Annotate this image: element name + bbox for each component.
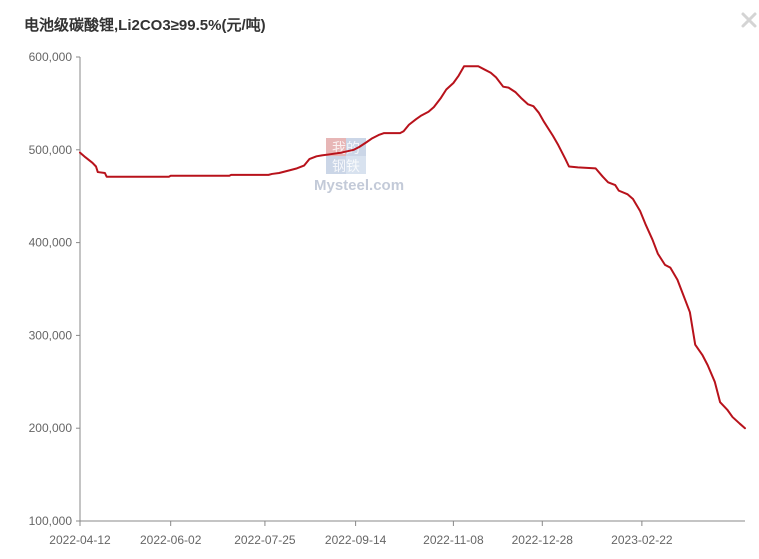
y-tick-label: 200,000 — [29, 421, 73, 435]
y-tick-label: 500,000 — [29, 143, 73, 157]
y-axis-ticks: 100,000 200,000 300,000 400,000 500,000 600,0… — [29, 50, 80, 528]
series-line — [79, 65, 746, 430]
y-tick-label: 400,000 — [29, 236, 73, 250]
x-tick-label: 2022-11-08 — [423, 533, 484, 547]
chart-title: 电池级碳酸锂,Li2CO3≥99.5%(元/吨) — [24, 17, 266, 34]
x-axis-ticks: 2022-04-12 2022-06-02 2022-07-25 2022-09-14… — [49, 521, 673, 547]
axes — [79, 57, 745, 522]
y-tick-label: 100,000 — [29, 514, 73, 528]
x-tick-label: 2022-07-25 — [234, 533, 296, 547]
close-icon[interactable] — [739, 10, 759, 30]
x-tick-label: 2022-06-02 — [140, 533, 202, 547]
x-tick-label: 2022-04-12 — [49, 533, 111, 547]
x-tick-label: 2022-09-14 — [325, 533, 387, 547]
y-tick-label: 300,000 — [29, 328, 73, 342]
x-tick-label: 2022-12-28 — [512, 533, 574, 547]
x-tick-label: 2023-02-22 — [611, 533, 673, 547]
y-tick-label: 600,000 — [29, 50, 73, 64]
series-group — [79, 65, 746, 430]
